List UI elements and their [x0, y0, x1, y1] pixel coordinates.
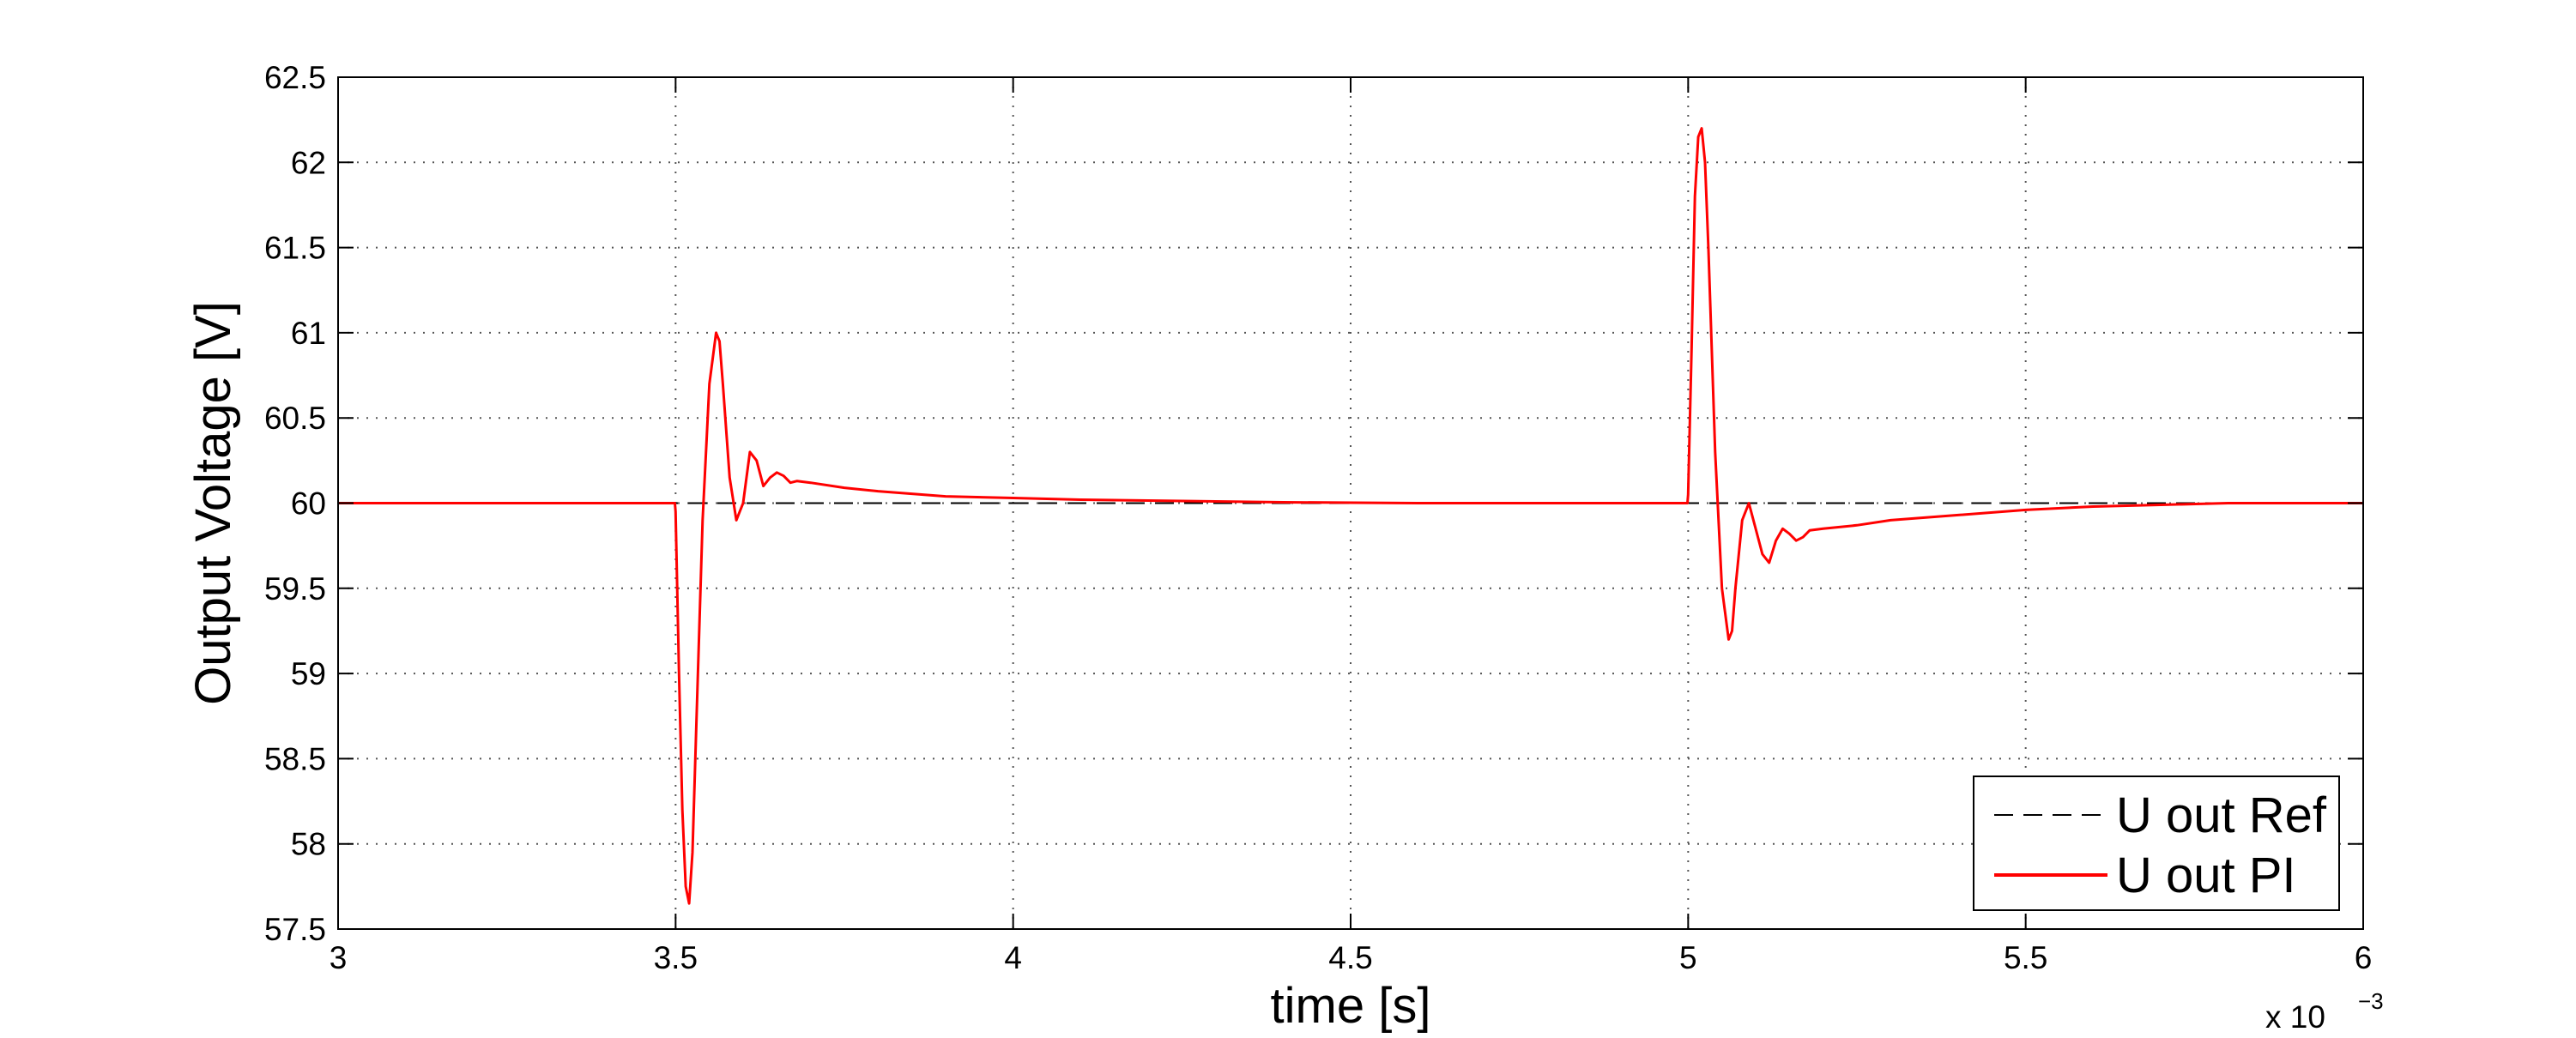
- x-tick-label: 3: [330, 940, 348, 975]
- axis-ticks: [337, 76, 2364, 930]
- x-tick-label: 3.5: [654, 940, 698, 975]
- series-layer: [338, 127, 2363, 905]
- y-tick-label: 60.5: [264, 401, 326, 436]
- y-tick-label: 59: [291, 656, 326, 691]
- y-tick-labels: 57.5 58 58.5 59 59.5 60 60.5 61 61.5 62 62.5: [264, 60, 326, 947]
- x-axis-title: time [s]: [1271, 978, 1431, 1034]
- x-tick-label: 5: [1679, 940, 1697, 975]
- y-tick-label: 61: [291, 316, 326, 351]
- y-tick-label: 60: [291, 486, 326, 522]
- y-axis-title: Output Voltage [V]: [185, 301, 241, 705]
- y-tick-label: 62: [291, 145, 326, 180]
- legend: U out Ref U out PI: [1973, 775, 2340, 911]
- x-tick-label: 5.5: [2004, 940, 2047, 975]
- y-tick-label: 58.5: [264, 741, 326, 776]
- legend-label-pi: U out PI: [2116, 848, 2296, 903]
- y-tick-label: 61.5: [264, 231, 326, 266]
- x-tick-label: 4: [1004, 940, 1022, 975]
- x-axis-exponent-base: x 10: [2265, 999, 2325, 1035]
- legend-label-ref: U out Ref: [2116, 788, 2327, 843]
- y-tick-label: 62.5: [264, 60, 326, 95]
- x-tick-label: 4.5: [1328, 940, 1372, 975]
- legend-box: [1973, 775, 2340, 911]
- series-line-u-out-pi: [338, 127, 2363, 905]
- x-tick-labels: 3 3.5 4 4.5 5 5.5 6: [330, 940, 2373, 975]
- x-axis-exponent-power: −3: [2358, 988, 2384, 1014]
- y-tick-label: 58: [291, 827, 326, 862]
- y-tick-label: 57.5: [264, 912, 326, 947]
- x-tick-label: 6: [2355, 940, 2373, 975]
- x-axis-exponent: x 10 −3: [2265, 988, 2384, 1035]
- y-tick-label: 59.5: [264, 571, 326, 607]
